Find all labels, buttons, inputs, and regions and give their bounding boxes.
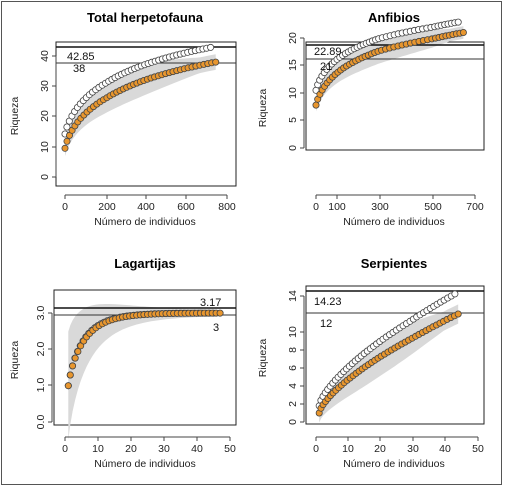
confidence-band [65, 54, 216, 157]
orange-point [216, 309, 224, 317]
x-tick-label: 0 [313, 443, 319, 455]
x-tick-label: 10 [342, 443, 354, 455]
x-tick-label: 50 [224, 443, 236, 455]
chart-title: Lagartijas [114, 256, 175, 271]
x-tick-label: 40 [191, 443, 203, 455]
y-tick-label: 30 [39, 80, 51, 92]
x-tick-label: 20 [374, 443, 386, 455]
y-tick-label: 10 [287, 87, 299, 99]
orange-point [459, 28, 467, 36]
annotation-observed: 38 [73, 63, 85, 75]
confidence-band [316, 26, 464, 112]
chart-title: Total herpetofauna [87, 10, 204, 25]
annotation-estimate: 3.17 [200, 297, 221, 309]
y-tick-label: 0 [39, 174, 51, 180]
plot-box [305, 285, 485, 425]
chart-panel-2: 22.89 21 0 5 10 15 20 0 100 300 500 700 Anfibios Riqu… [257, 10, 485, 228]
annotation-observed: 12 [320, 318, 332, 330]
orange-point [71, 354, 79, 362]
y-tick-label: 0.0 [35, 415, 47, 430]
open-point [207, 43, 215, 51]
x-tick-label: 50 [472, 443, 484, 455]
y-tick-label: 20 [287, 32, 299, 44]
y-tick-label: 2.0 [35, 342, 47, 357]
x-tick-label: 30 [158, 443, 170, 455]
open-point [63, 123, 71, 131]
x-tick-label: 800 [218, 201, 236, 213]
orange-point [63, 137, 71, 145]
annotation-observed: 21 [320, 61, 332, 73]
x-axis-label: Número de individuos [343, 458, 445, 470]
x-axis-label: Número de individuos [94, 458, 196, 470]
y-axis-label: Riqueza [9, 341, 21, 380]
y-tick-label: 40 [39, 50, 51, 62]
y-tick-label: 14 [287, 290, 299, 302]
x-tick-label: 10 [92, 443, 104, 455]
y-tick-label: 4 [287, 383, 299, 389]
x-tick-label: 40 [439, 443, 451, 455]
x-tick-label: 100 [328, 201, 346, 213]
x-tick-label: 200 [98, 201, 116, 213]
x-axis-label: Número de individuos [343, 216, 445, 228]
x-tick-label: 30 [407, 443, 419, 455]
orange-point [74, 347, 82, 355]
y-tick-label: 5 [287, 117, 299, 123]
x-tick-label: 0 [62, 443, 68, 455]
chart-title: Anfibios [368, 10, 420, 25]
y-tick-label: 8 [287, 347, 299, 353]
x-tick-label: 700 [466, 201, 484, 213]
confidence-band [68, 304, 221, 440]
orange-point [61, 144, 69, 152]
chart-title: Serpientes [361, 256, 427, 271]
y-tick-label: 1.0 [35, 378, 47, 393]
chart-panel-4: 14.23 12 0 2 4 6 8 10 14 0 10 20 30 40 50 Serpientes Riq… [257, 256, 485, 470]
x-tick-label: 0 [313, 201, 319, 213]
open-point [454, 18, 462, 26]
x-tick-label: 600 [177, 201, 195, 213]
y-axis-label: Riqueza [257, 339, 269, 378]
x-tick-label: 0 [62, 201, 68, 213]
y-tick-label: 2 [287, 401, 299, 407]
x-tick-label: 400 [137, 201, 155, 213]
plot-box [53, 289, 237, 426]
x-axis-label: Número de individuos [94, 216, 196, 228]
chart-panel-3: 3.17 3 0.0 1.0 2.0 3.0 0 10 20 30 40 50 Lagartijas Ri… [9, 256, 237, 470]
orange-point [312, 101, 320, 109]
orange-point [66, 371, 74, 379]
orange-point [212, 58, 220, 66]
annotation-estimate: 22.89 [314, 46, 342, 58]
annotation-estimate: 42.85 [67, 51, 95, 63]
orange-point [454, 310, 462, 318]
y-tick-label: 0 [287, 145, 299, 151]
figure-frame [1, 1, 502, 485]
y-tick-label: 10 [39, 141, 51, 153]
y-axis-label: Riqueza [257, 89, 269, 128]
y-tick-label: 0 [287, 419, 299, 425]
x-tick-label: 20 [125, 443, 137, 455]
y-tick-label: 10 [287, 326, 299, 338]
x-tick-label: 500 [424, 201, 442, 213]
y-tick-label: 20 [39, 110, 51, 122]
annotation-estimate: 14.23 [314, 296, 342, 308]
orange-point [69, 362, 77, 370]
y-tick-label: 15 [287, 59, 299, 71]
y-axis-label: Riqueza [9, 97, 21, 136]
x-tick-label: 300 [371, 201, 389, 213]
y-tick-label: 3.0 [35, 306, 47, 321]
annotation-observed: 3 [213, 322, 219, 334]
open-point [451, 290, 459, 298]
orange-point [64, 382, 72, 390]
y-tick-label: 6 [287, 365, 299, 371]
